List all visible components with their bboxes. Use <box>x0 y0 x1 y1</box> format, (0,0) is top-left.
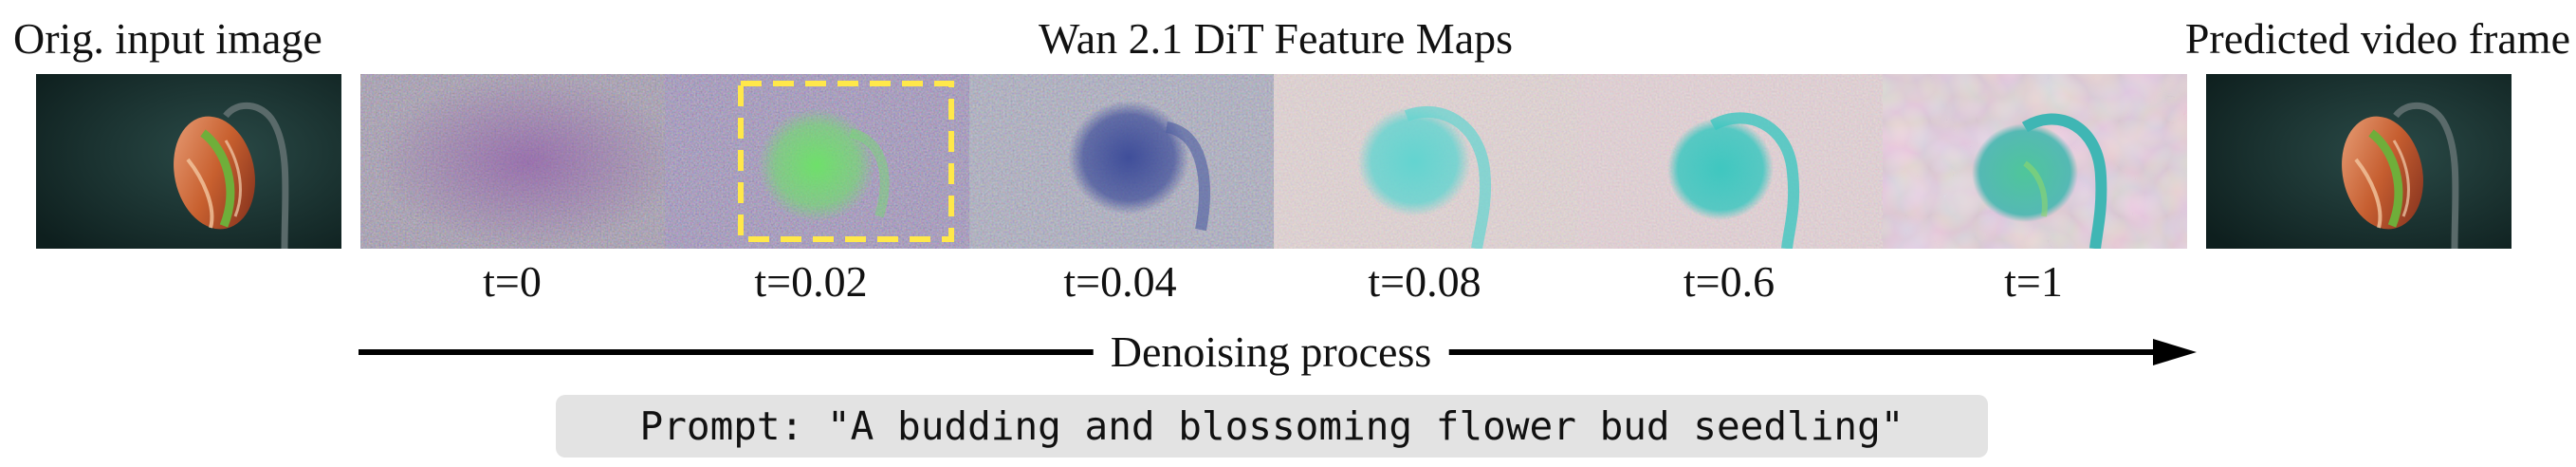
feature-map-strip <box>360 74 2187 249</box>
timestep-label: t=0 <box>483 257 542 306</box>
feature-map-t002 <box>665 74 969 249</box>
input-image-label: Orig. input image <box>13 14 322 63</box>
highlight-box <box>738 81 954 242</box>
timestep-label: t=1 <box>2004 257 2063 306</box>
prompt-box: Prompt: "A budding and blossoming flower… <box>556 395 1988 458</box>
feature-map-t004 <box>969 74 1274 249</box>
feature-map-t008 <box>1274 74 1578 249</box>
timestep-label: t=0.08 <box>1368 257 1481 306</box>
feature-map-t1 <box>1883 74 2187 249</box>
timestep-label: t=0.04 <box>1063 257 1177 306</box>
timestep-label: t=0.6 <box>1683 257 1776 306</box>
feature-maps-title: Wan 2.1 DiT Feature Maps <box>1038 14 1514 63</box>
timestep-label: t=0.02 <box>754 257 868 306</box>
feature-map-t0 <box>360 74 665 249</box>
predicted-video-frame <box>2206 74 2512 249</box>
original-input-image <box>36 74 341 249</box>
output-frame-label: Predicted video frame <box>2184 14 2570 63</box>
feature-map-t06 <box>1578 74 1883 249</box>
denoising-process-label: Denoising process <box>1093 330 1449 374</box>
